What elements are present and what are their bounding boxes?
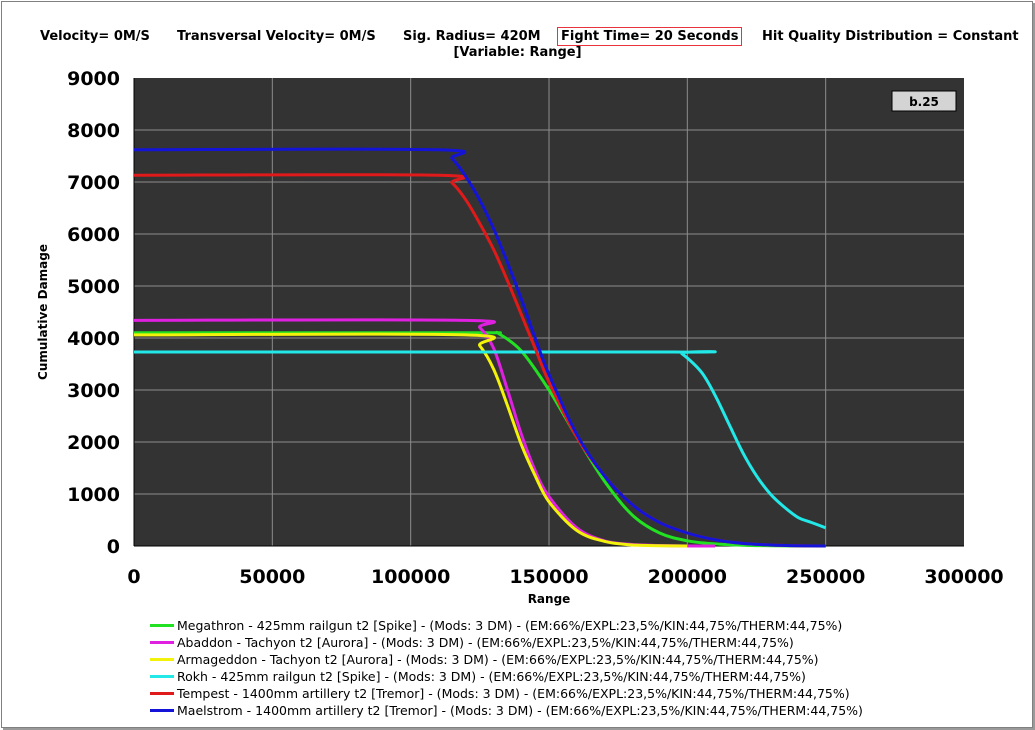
legend: Megathron - 425mm railgun t2 [Spike] - (…: [150, 617, 863, 719]
series-line-0: [134, 330, 826, 548]
y-tick-label: 8000: [67, 120, 120, 142]
y-tick-label: 5000: [67, 276, 120, 298]
velocity-label: Velocity= 0M/S: [40, 29, 150, 44]
series-line-5: [133, 147, 826, 548]
hit-quality-label: Hit Quality Distribution = Constant: [762, 29, 1019, 44]
x-tick-label: 50000: [239, 566, 305, 588]
legend-label: Megathron - 425mm railgun t2 [Spike] - (…: [177, 618, 843, 633]
y-tick-label: 9000: [67, 68, 120, 90]
legend-swatch: [150, 658, 174, 661]
legend-swatch: [150, 692, 174, 695]
legend-item: Abaddon - Tachyon t2 [Aurora] - (Mods: 3…: [150, 634, 863, 651]
y-tick-label: 3000: [67, 380, 120, 402]
legend-swatch: [150, 641, 174, 644]
y-tick-label: 7000: [67, 172, 120, 194]
line-chart: 0 50000 100000 150000 200000 250000 300000 0 100…: [36, 68, 1004, 606]
legend-swatch: [150, 624, 174, 627]
x-tick-label: 150000: [509, 566, 588, 588]
x-tick-label: 200000: [648, 566, 727, 588]
legend-item: Rokh - 425mm railgun t2 [Spike] - (Mods:…: [150, 668, 863, 685]
legend-label: Abaddon - Tachyon t2 [Aurora] - (Mods: 3…: [177, 635, 794, 650]
x-tick-label: 300000: [924, 566, 1003, 588]
variable-label: [Variable: Range]: [453, 45, 582, 60]
legend-item: Maelstrom - 1400mm artillery t2 [Tremor]…: [150, 702, 863, 719]
series-line-3: [133, 350, 827, 530]
legend-label: Rokh - 425mm railgun t2 [Spike] - (Mods:…: [177, 669, 806, 684]
y-axis-title: Cumulative Damage: [36, 244, 50, 380]
x-axis-title: Range: [528, 592, 571, 606]
x-tick-label: 0: [127, 566, 140, 588]
legend-label: Armageddon - Tachyon t2 [Aurora] - (Mods…: [177, 652, 819, 667]
y-tick-label: 2000: [67, 432, 120, 454]
x-tick-label: 100000: [371, 566, 450, 588]
badge-box: [891, 90, 957, 112]
legend-item: Megathron - 425mm railgun t2 [Spike] - (…: [150, 617, 863, 634]
y-tick-label: 0: [107, 536, 120, 558]
y-tick-label: 6000: [67, 224, 120, 246]
legend-item: Tempest - 1400mm artillery t2 [Tremor] -…: [150, 685, 863, 702]
y-tick-label: 4000: [67, 328, 120, 350]
legend-label: Maelstrom - 1400mm artillery t2 [Tremor]…: [177, 703, 863, 718]
legend-label: Tempest - 1400mm artillery t2 [Tremor] -…: [177, 686, 850, 701]
legend-item: Armageddon - Tachyon t2 [Aurora] - (Mods…: [150, 651, 863, 668]
badge-label: b.25: [909, 95, 939, 109]
x-tick-label: 250000: [786, 566, 865, 588]
y-tick-label: 1000: [67, 484, 120, 506]
series-line-2: [133, 332, 688, 548]
legend-swatch: [150, 709, 174, 712]
legend-swatch: [150, 675, 174, 678]
sig-radius-label: Sig. Radius= 420M: [403, 29, 541, 44]
fight-time-label: Fight Time= 20 Seconds: [557, 27, 743, 46]
transversal-velocity-label: Transversal Velocity= 0M/S: [177, 29, 376, 44]
